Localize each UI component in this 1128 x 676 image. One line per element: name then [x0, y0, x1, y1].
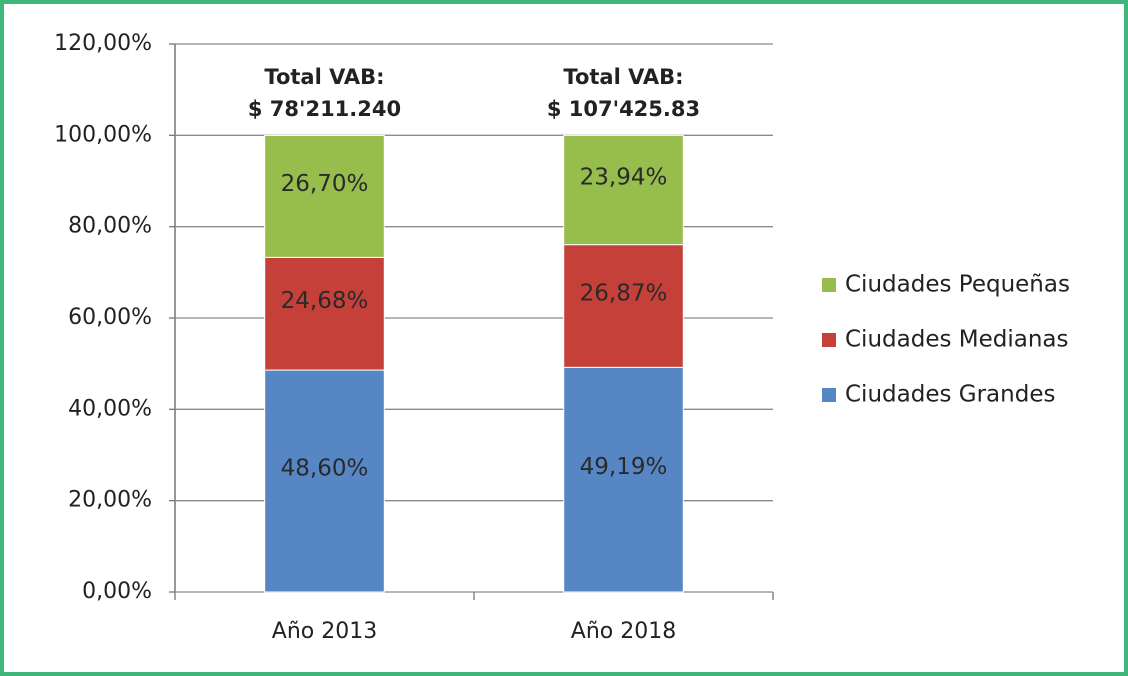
y-tick-label: 20,00%: [68, 488, 152, 513]
value-label: 24,68%: [281, 288, 369, 314]
y-tick-label: 100,00%: [54, 122, 152, 147]
y-tick-label: 80,00%: [68, 214, 152, 239]
bar-segment: [264, 369, 385, 593]
bar-segment: [563, 134, 684, 246]
value-label: 23,94%: [580, 164, 668, 190]
value-label: 48,60%: [281, 456, 369, 482]
bar-segment: [563, 244, 684, 368]
value-label: 26,87%: [580, 281, 668, 307]
value-label: 49,19%: [580, 454, 668, 480]
bar-segment: [563, 366, 684, 593]
x-tick-label: Año 2018: [571, 619, 676, 644]
y-tick-label: 40,00%: [68, 396, 152, 421]
annotation: $ 78'211.240: [248, 97, 401, 121]
legend-swatch: [822, 333, 836, 347]
legend-swatch: [822, 388, 836, 402]
annotation: Total VAB:: [563, 65, 683, 89]
value-label: 26,70%: [281, 171, 369, 197]
legend-label: Ciudades Grandes: [845, 382, 1055, 408]
annotation: Total VAB:: [264, 65, 384, 89]
annotation: $ 107'425.83: [547, 97, 700, 121]
y-tick-label: 60,00%: [68, 305, 152, 330]
y-tick-label: 120,00%: [54, 31, 152, 56]
bar-segment: [264, 134, 385, 258]
legend-label: Ciudades Medianas: [845, 327, 1069, 353]
y-tick-label: 0,00%: [82, 579, 152, 604]
legend-swatch: [822, 278, 836, 292]
legend-label: Ciudades Pequeñas: [845, 272, 1070, 298]
x-tick-label: Año 2013: [272, 619, 377, 644]
